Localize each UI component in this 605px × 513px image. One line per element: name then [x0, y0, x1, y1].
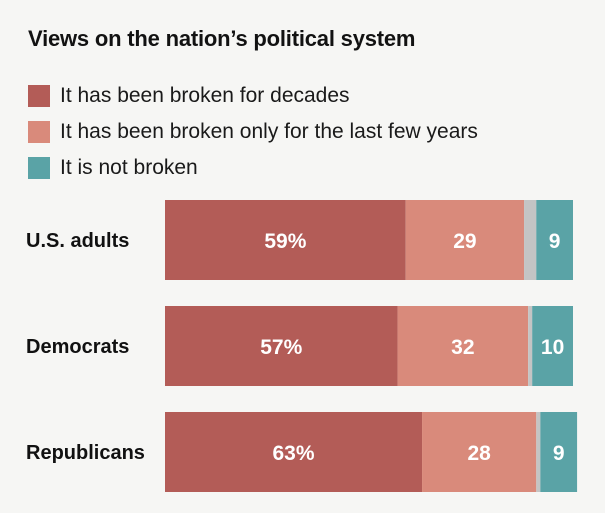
- data-label: 63%: [273, 442, 315, 465]
- category-label: Republicans: [26, 442, 145, 464]
- data-label: 28: [467, 442, 491, 465]
- legend-swatch-last-few-years: [28, 121, 50, 143]
- legend-label-last-few-years: It has been broken only for the last few…: [60, 120, 478, 143]
- legend-item-decades: It has been broken for decades: [28, 78, 478, 114]
- bar-segment: [422, 412, 537, 492]
- bar-segment: [165, 412, 423, 492]
- bar-segment: [528, 306, 533, 386]
- data-label: 9: [553, 442, 565, 465]
- bar-segment: [540, 412, 578, 492]
- bar-segment: [165, 200, 406, 280]
- bar-segment: [524, 200, 537, 280]
- legend: It has been broken for decades It has be…: [28, 78, 478, 186]
- bar-segment: [532, 306, 573, 386]
- bar-segment: [397, 306, 529, 386]
- legend-item-not-broken: It is not broken: [28, 150, 478, 186]
- data-label: 10: [541, 336, 564, 359]
- category-label: U.S. adults: [26, 230, 129, 252]
- data-label: 57%: [260, 336, 302, 359]
- legend-label-not-broken: It is not broken: [60, 156, 198, 179]
- bar-segment: [165, 306, 398, 386]
- legend-item-last-few-years: It has been broken only for the last few…: [28, 114, 478, 150]
- legend-swatch-not-broken: [28, 157, 50, 179]
- category-label: Democrats: [26, 336, 129, 358]
- bar-segment: [536, 200, 573, 280]
- legend-swatch-decades: [28, 85, 50, 107]
- chart-title: Views on the nation’s political system: [28, 26, 416, 51]
- bar-segment: [536, 412, 541, 492]
- data-label: 29: [453, 230, 476, 253]
- bar-segment: [405, 200, 525, 280]
- data-label: 9: [549, 230, 561, 253]
- legend-label-decades: It has been broken for decades: [60, 84, 350, 107]
- data-label: 32: [451, 336, 474, 359]
- data-label: 59%: [264, 230, 306, 253]
